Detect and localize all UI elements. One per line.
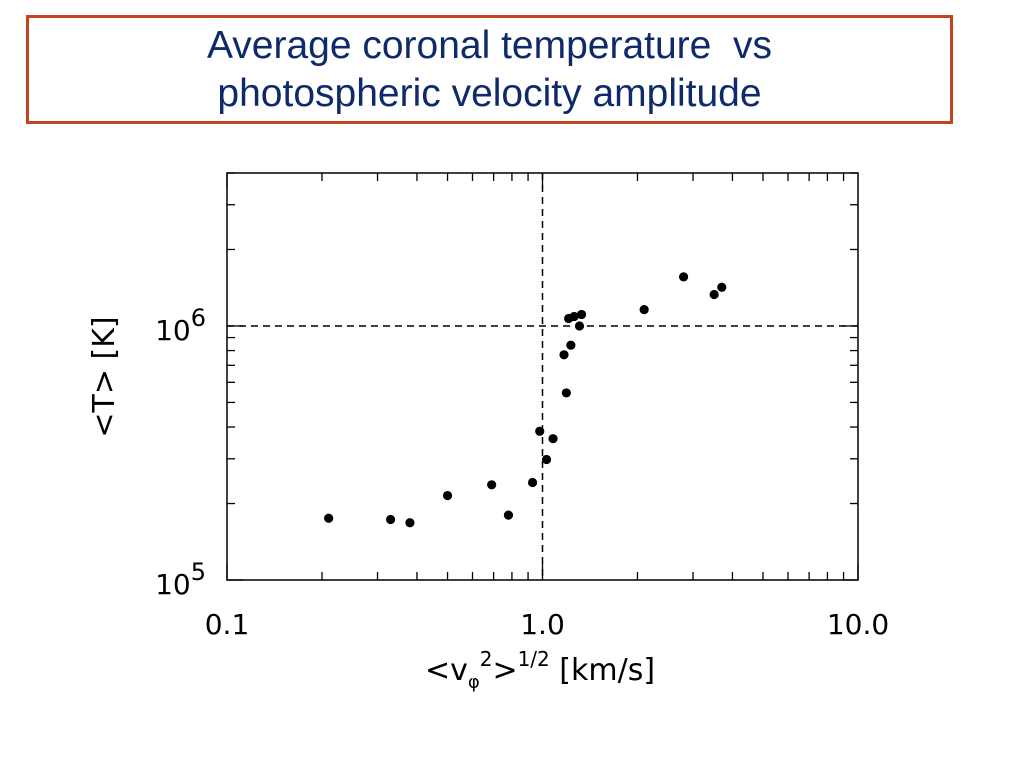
data-point [503, 510, 514, 520]
data-point [678, 272, 689, 282]
data-point [566, 340, 576, 350]
data-point [405, 518, 415, 528]
data-point [569, 311, 579, 322]
data-point [385, 514, 396, 525]
y-tick-label: 106 [155, 304, 206, 347]
data-point [527, 477, 538, 488]
slide-title-line-1: Average coronal temperature vs [206, 23, 773, 67]
y-tick-label: 105 [155, 558, 206, 601]
x-tick-label: 0.1 [205, 608, 250, 641]
slide-title-line-2: photospheric velocity amplitude [217, 71, 762, 115]
data-point [639, 304, 649, 315]
data-point [548, 434, 558, 444]
data-point [487, 480, 497, 490]
data-point [535, 426, 545, 436]
data-point [709, 289, 719, 300]
x-axis-label: <vφ2>1/2 [km/s] [425, 647, 655, 693]
x-tick-label: 10.0 [827, 608, 889, 641]
data-point [324, 513, 334, 523]
x-tick-label: 1.0 [520, 608, 565, 641]
slide-title-box: Average coronal temperature vs photosphe… [26, 15, 953, 124]
y-axis-label: <T> [K] [87, 316, 122, 437]
data-point [561, 388, 571, 398]
data-point [559, 350, 569, 360]
data-point [574, 321, 585, 331]
data-point [541, 454, 552, 465]
data-point [717, 282, 727, 292]
data-point [576, 309, 587, 320]
data-point [442, 490, 453, 501]
